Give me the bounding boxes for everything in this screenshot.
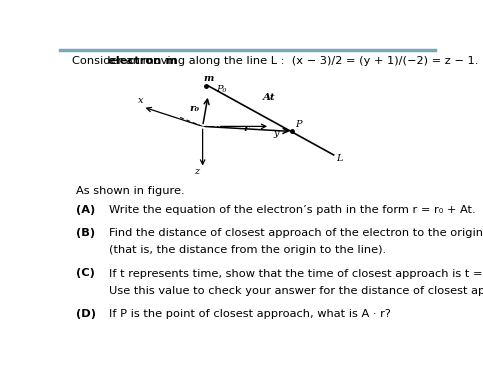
Text: electron m: electron m bbox=[108, 57, 178, 66]
Text: Consider an: Consider an bbox=[71, 57, 143, 66]
Text: (D): (D) bbox=[76, 308, 96, 319]
Text: (that is, the distance from the origin to the line).: (that is, the distance from the origin t… bbox=[109, 245, 386, 255]
Text: Find the distance of closest approach of the electron to the origin: Find the distance of closest approach of… bbox=[109, 228, 483, 238]
Text: P: P bbox=[296, 120, 302, 129]
Text: P₀: P₀ bbox=[216, 85, 226, 94]
Text: (C): (C) bbox=[76, 268, 95, 278]
Text: L: L bbox=[337, 154, 343, 163]
Text: (B): (B) bbox=[76, 228, 95, 238]
Text: Use this value to check your answer for the distance of closest approach in part: Use this value to check your answer for … bbox=[109, 286, 483, 296]
Text: If P is the point of closest approach, what is A · r?: If P is the point of closest approach, w… bbox=[109, 308, 391, 319]
Text: r: r bbox=[243, 124, 249, 133]
Text: As shown in figure.: As shown in figure. bbox=[76, 186, 185, 197]
Text: m: m bbox=[204, 74, 214, 83]
Text: (A): (A) bbox=[76, 205, 95, 215]
Text: z: z bbox=[194, 167, 199, 176]
Text: If t represents time, show that the time of closest approach is t = −(r₀ · A)/|A: If t represents time, show that the time… bbox=[109, 268, 483, 279]
Text: y: y bbox=[273, 129, 279, 138]
Text: r₀: r₀ bbox=[189, 104, 199, 113]
Text: x: x bbox=[138, 96, 144, 105]
Text: At: At bbox=[263, 93, 275, 102]
Text: Write the equation of the electron’s path in the form r = r₀ + At.: Write the equation of the electron’s pat… bbox=[109, 205, 476, 215]
Text: moving along the line L :  (x − 3)/2 = (y + 1)/(−2) = z − 1.: moving along the line L : (x − 3)/2 = (y… bbox=[139, 57, 478, 66]
